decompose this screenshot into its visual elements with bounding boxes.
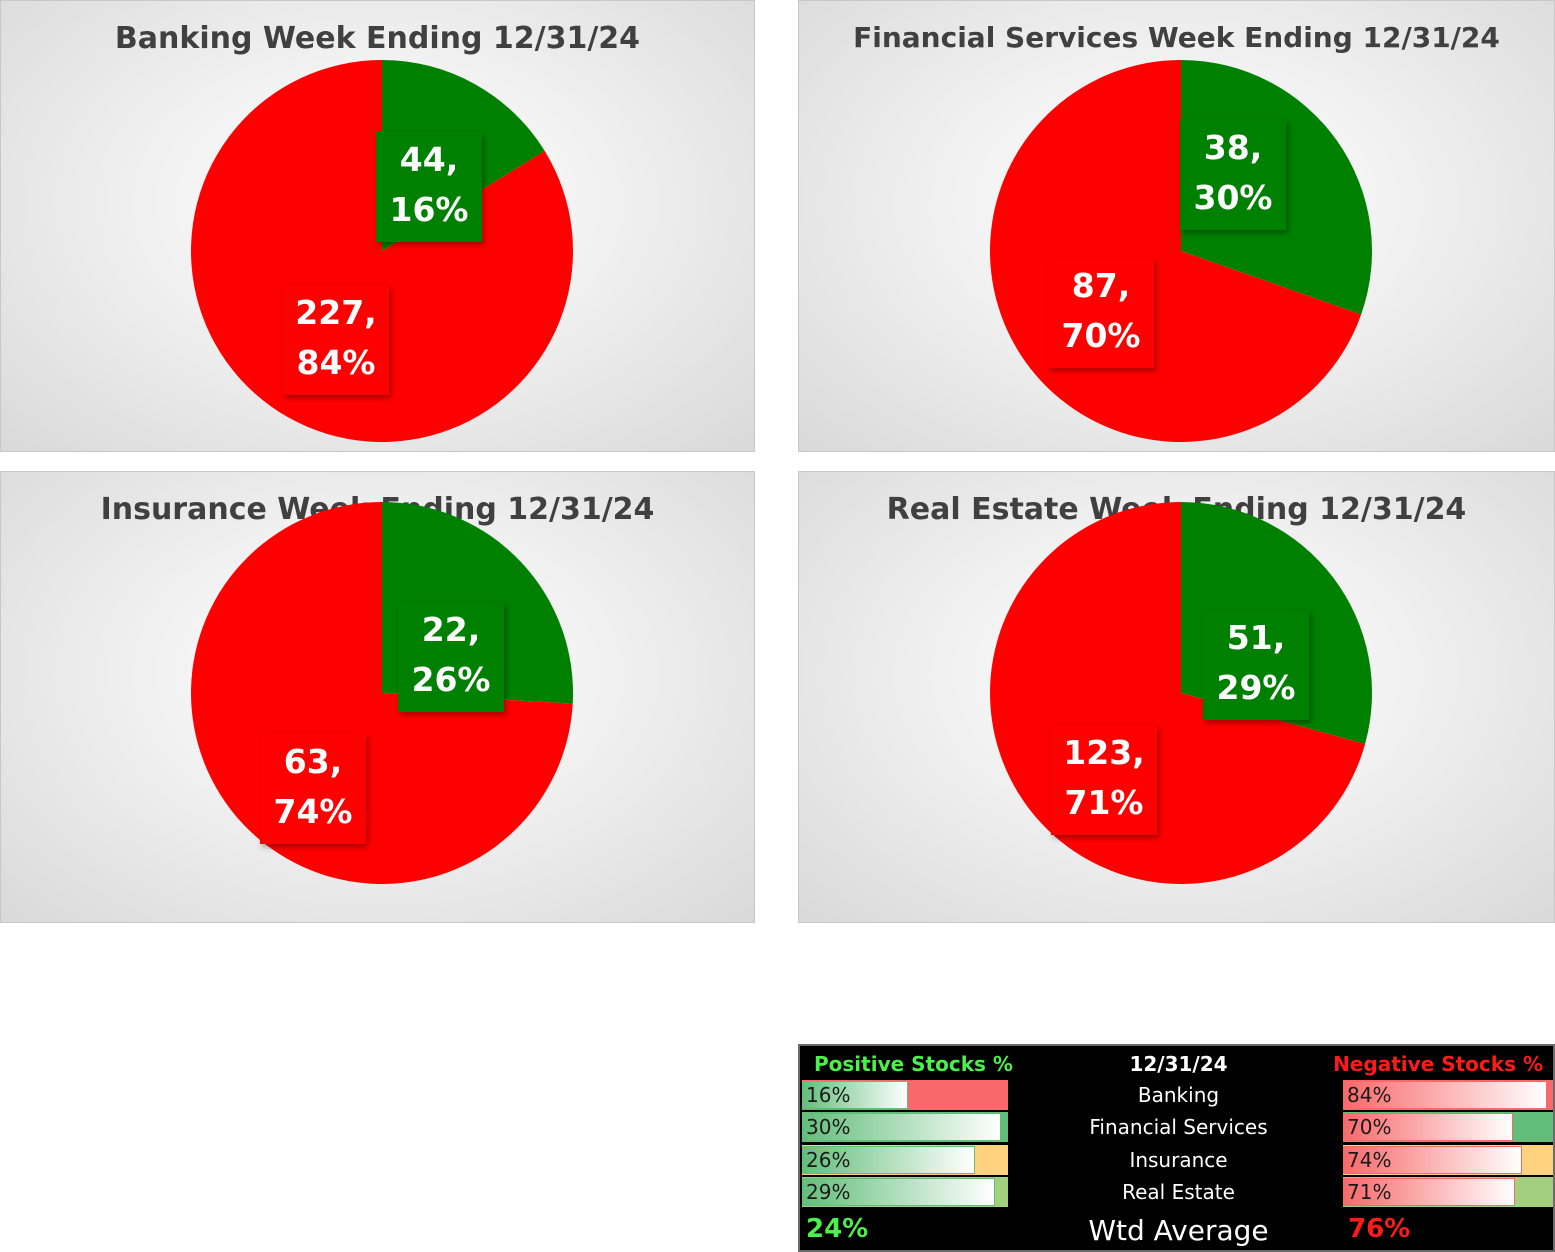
data-label-line: 22, [422, 610, 480, 649]
wtd-positive-value: 24% [806, 1214, 869, 1244]
data-label-line: 16% [390, 190, 469, 229]
sector-label: Financial Services [1089, 1115, 1268, 1139]
data-label-line: 87, [1072, 266, 1130, 305]
negative-data-label: 87,70% [1048, 258, 1154, 368]
wtd-average-label: Wtd Average [1088, 1214, 1269, 1247]
data-label-line: 63, [284, 742, 342, 781]
pie-plot: 22,26%63,74% [190, 502, 574, 884]
table-row: 26% Insurance 74% [800, 1145, 1555, 1175]
pie-plot: 38,30%87,70% [990, 60, 1372, 442]
sector-label: Real Estate [1122, 1180, 1235, 1204]
financial-services-pie-chart: Financial Services Week Ending 12/31/24 … [798, 0, 1555, 452]
positive-cell: 16% [802, 1080, 1008, 1110]
positive-data-label: 51,29% [1203, 610, 1309, 720]
negative-cell: 84% [1343, 1080, 1553, 1110]
negative-bar [1343, 1178, 1516, 1206]
positive-cell: 26% [802, 1145, 1008, 1175]
data-label-line: 51, [1227, 618, 1285, 657]
pie-plot: 51,29%123,71% [989, 502, 1372, 884]
positive-cell: 29% [802, 1177, 1008, 1207]
negative-bar [1343, 1081, 1547, 1109]
negative-data-label: 63,74% [260, 734, 366, 844]
data-label-line: 30% [1194, 178, 1273, 217]
data-label-line: 123, [1063, 733, 1144, 772]
positive-bar [802, 1146, 975, 1174]
data-label-line: 84% [297, 343, 376, 382]
positive-value: 16% [806, 1083, 851, 1107]
negative-value: 74% [1347, 1148, 1392, 1172]
positive-value: 29% [806, 1180, 851, 1204]
positive-data-label: 22,26% [398, 602, 504, 712]
positive-data-label: 44,16% [376, 132, 482, 242]
negative-cell: 74% [1343, 1145, 1553, 1175]
positive-bar [802, 1178, 995, 1206]
chart-title: Banking Week Ending 12/31/24 [114, 21, 641, 56]
wtd-negative-value: 76% [1348, 1214, 1411, 1244]
sector-label: Insurance [1129, 1148, 1228, 1172]
data-label-line: 44, [400, 140, 458, 179]
positive-value: 30% [806, 1115, 851, 1139]
negative-data-label: 227, 84% [283, 285, 389, 395]
data-label-line: 38, [1204, 128, 1262, 167]
negative-cell: 70% [1343, 1112, 1553, 1142]
real-estate-pie-chart: Real Estate Week Ending 12/31/24 51,29%1… [798, 471, 1555, 923]
data-label-line: 29% [1217, 668, 1296, 707]
data-label-line: 70% [1062, 316, 1141, 355]
sector-label: Banking [1137, 1083, 1220, 1107]
positive-bar [802, 1113, 1002, 1141]
negative-stocks-header: Negative Stocks % [1333, 1052, 1543, 1076]
negative-value: 70% [1347, 1115, 1392, 1139]
table-row: 30% Financial Services 70% [800, 1112, 1555, 1142]
data-label-line: 71% [1065, 783, 1144, 822]
data-label-line: 227, [295, 293, 376, 332]
pie-plot: 44,16%227,84% [191, 60, 574, 442]
positive-value: 26% [806, 1148, 851, 1172]
negative-data-label: 123, 71% [1051, 725, 1157, 835]
insurance-pie-chart: Insurance Week Ending 12/31/24 22, 26% 63,… [0, 471, 755, 923]
positive-stocks-header: Positive Stocks % [814, 1052, 1013, 1076]
positive-cell: 30% [802, 1112, 1008, 1142]
negative-bar [1343, 1113, 1513, 1141]
summary-date-header: 12/31/24 [1129, 1052, 1228, 1076]
negative-value: 84% [1347, 1083, 1392, 1107]
chart-title: Financial Services Week Ending 12/31/24 [853, 21, 1500, 54]
positive-data-label: 38,30% [1180, 120, 1286, 230]
data-label-line: 26% [412, 660, 491, 699]
banking-pie-chart: Banking Week Ending 12/31/24 44, 16% 227, 8… [0, 0, 755, 452]
table-row: 16% Banking 84% [800, 1080, 1555, 1110]
data-label-line: 74% [274, 792, 353, 831]
negative-value: 71% [1347, 1180, 1392, 1204]
negative-cell: 71% [1343, 1177, 1553, 1207]
table-row: 29% Real Estate 71% [800, 1177, 1555, 1207]
summary-table: 12/31/24 Positive Stocks % Negative Stoc… [798, 1044, 1555, 1252]
negative-bar [1343, 1146, 1523, 1174]
positive-bar [802, 1081, 909, 1109]
